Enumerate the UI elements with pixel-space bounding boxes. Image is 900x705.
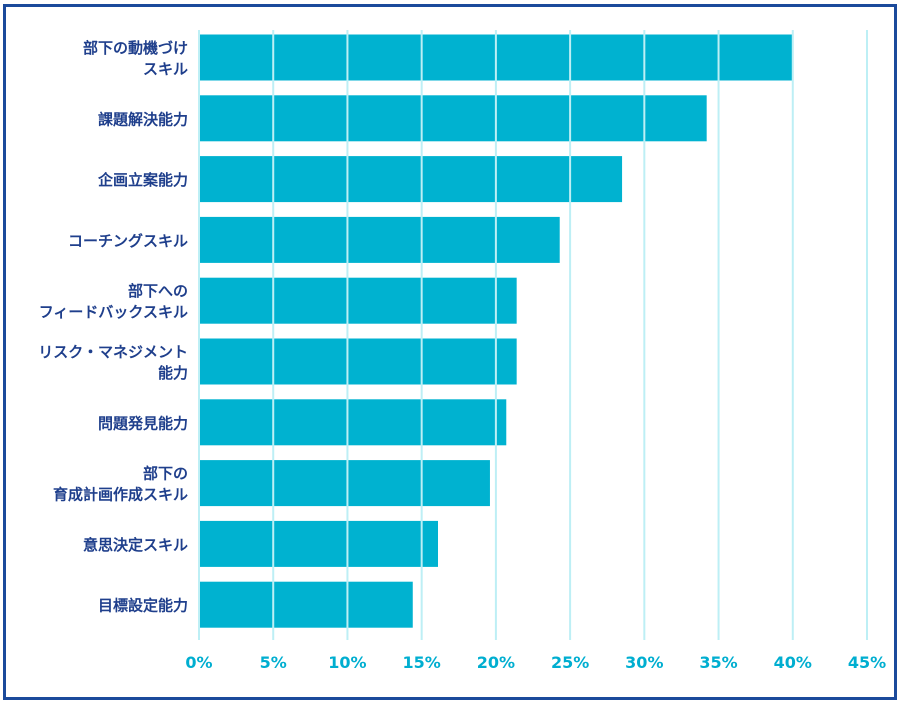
category-label: 課題解決能力 <box>98 110 188 128</box>
bar <box>199 216 560 263</box>
bar <box>199 581 413 628</box>
bar <box>199 95 707 142</box>
chart-frame <box>3 4 897 700</box>
category-label: 育成計画作成スキル <box>53 486 188 504</box>
bar <box>199 156 623 203</box>
category-label: スキル <box>143 60 188 78</box>
bar <box>199 460 490 507</box>
x-tick-label: 0% <box>185 653 212 672</box>
x-tick-label: 30% <box>625 653 663 672</box>
category-label: 部下への <box>128 282 188 300</box>
x-tick-label: 5% <box>260 653 287 672</box>
x-tick-label: 35% <box>699 653 737 672</box>
bar <box>199 277 517 324</box>
category-label: 問題発見能力 <box>98 414 188 432</box>
category-label: リスク・マネジメント <box>38 343 188 361</box>
bar <box>199 399 507 446</box>
category-label: フィードバックスキル <box>39 303 188 321</box>
bar <box>199 338 517 385</box>
category-label: 部下の <box>143 465 188 483</box>
category-label: 目標設定能力 <box>98 597 188 615</box>
x-tick-label: 40% <box>774 653 812 672</box>
x-tick-label: 10% <box>328 653 366 672</box>
x-tick-label: 20% <box>477 653 515 672</box>
category-label: 企画立案能力 <box>97 171 188 189</box>
x-tick-label: 25% <box>551 653 589 672</box>
bar <box>199 520 438 567</box>
x-tick-label: 45% <box>848 653 886 672</box>
x-tick-label: 15% <box>403 653 441 672</box>
category-label: 能力 <box>158 364 188 382</box>
category-label: コーチングスキル <box>68 232 188 250</box>
category-label: 意思決定スキル <box>83 536 188 554</box>
category-label: 部下の動機づけ <box>83 39 188 57</box>
